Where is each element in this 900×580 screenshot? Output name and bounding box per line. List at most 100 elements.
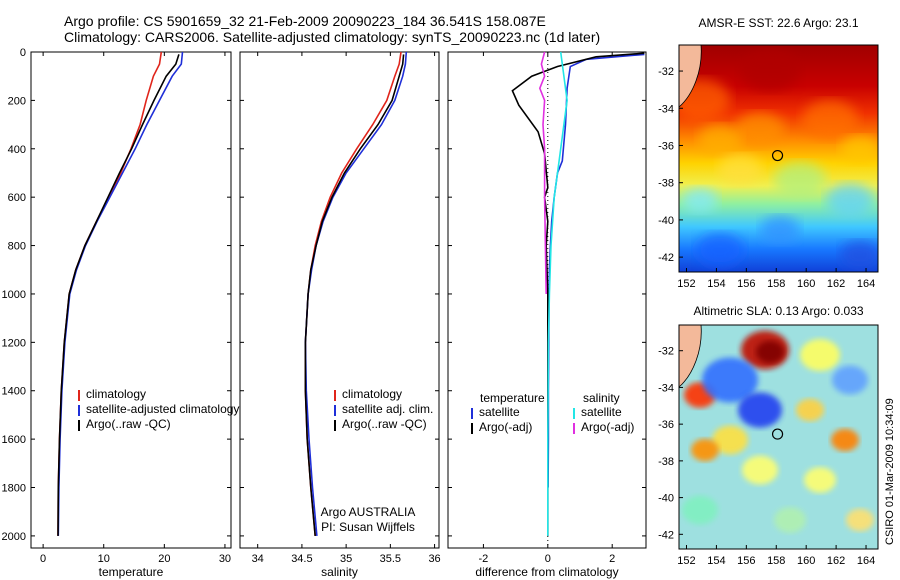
y-tick-label: 1600	[2, 434, 26, 446]
map-field	[679, 45, 878, 272]
map-x-tick-label: 154	[707, 278, 725, 290]
map-y-tick-label: -32	[658, 66, 674, 78]
x-tick-label: 30	[219, 553, 231, 565]
sst-blob	[802, 100, 858, 140]
sst-blob	[840, 241, 878, 269]
y-tick-label: 2000	[2, 531, 26, 543]
sst-blob	[735, 112, 785, 148]
x-tick-label: 20	[158, 553, 170, 565]
land-area	[679, 45, 702, 108]
y-tick-label: 0	[20, 47, 26, 59]
axes-box	[239, 51, 440, 549]
sst-blob	[774, 161, 826, 199]
argo-location-marker	[771, 428, 784, 440]
sst-blob	[760, 216, 800, 244]
sla-blob	[774, 507, 806, 533]
legend-heading-temperature: temperature	[480, 391, 545, 405]
sst-blob	[698, 124, 742, 156]
y-tick-label: 1800	[2, 483, 26, 495]
sst-blob	[718, 154, 762, 186]
series-line-argo-raw-qc-	[57, 54, 180, 536]
map-x-tick-label: 156	[737, 278, 755, 290]
map-x-tick-label: 154	[707, 555, 725, 567]
x-tick-label: 34	[252, 553, 264, 565]
map-x-tick-label: 158	[767, 555, 785, 567]
legend-entry: climatology	[86, 387, 146, 401]
sst-blob	[740, 49, 800, 91]
map-x-tick-label: 156	[737, 555, 755, 567]
sla-blob	[691, 438, 719, 462]
map-y-tick-label: -36	[658, 140, 674, 152]
x-axis-label: difference from climatology	[475, 565, 618, 579]
legend-entry: satellite	[581, 405, 622, 419]
legend-entry: Argo(-adj)	[581, 420, 634, 434]
map-x-tick-label: 152	[677, 555, 695, 567]
y-tick-label: 1400	[2, 386, 26, 398]
map-title: AMSR-E SST: 22.6 Argo: 23.1	[698, 16, 858, 30]
annotation-argo: Argo AUSTRALIA	[321, 505, 416, 519]
y-tick-label: 800	[8, 241, 26, 253]
sla-map-panel: 152 154 156 158 160 162 164 -32 -34 -36 -38 -40 -42 A…	[658, 304, 879, 567]
legend-entry: satellite adj. clim.	[342, 402, 433, 416]
y-tick-label: 400	[8, 144, 26, 156]
map-x-tick-label: 160	[797, 278, 815, 290]
argo-location-marker	[771, 149, 784, 162]
map-box	[678, 324, 879, 550]
figure-title-line1: Argo profile: CS 5901659_32 21-Feb-2009 …	[64, 13, 546, 29]
sla-blob	[682, 495, 718, 525]
y-tick-label: 600	[8, 192, 26, 204]
sla-blob	[846, 508, 874, 532]
sla-blob	[831, 428, 859, 452]
map-box	[678, 44, 879, 273]
map-y-tick-label: -32	[658, 346, 674, 358]
x-tick-label: 34.5	[291, 553, 312, 565]
annotation-pi: PI: Susan Wijffels	[321, 520, 415, 534]
map-y-tick-label: -38	[658, 178, 674, 190]
x-tick-label: 36	[428, 553, 440, 565]
y-tick-label: 1200	[2, 337, 26, 349]
map-x-tick-label: 162	[827, 555, 845, 567]
land-area	[679, 325, 702, 388]
legend-entry: Argo(-adj)	[479, 420, 532, 434]
legend-entry: climatology	[342, 387, 402, 401]
map-y-tick-label: -38	[658, 456, 674, 468]
y-tick-label: 1000	[2, 289, 26, 301]
map-y-tick-label: -40	[658, 493, 674, 505]
legend-entry: Argo(..raw -QC)	[342, 417, 427, 431]
sla-blob	[712, 425, 748, 455]
sla-blob	[796, 398, 824, 422]
x-tick-label: 35.5	[380, 553, 401, 565]
map-y-tick-label: -42	[658, 252, 674, 264]
profile-panel-1: 0 10 20 30 temperature 0 200 400 600 800 1000 1200 1…	[2, 47, 240, 579]
sst-map-panel: 152 154 156 158 160 162 164 -32 -34 -36 -38 -40 -42 A…	[658, 16, 879, 290]
sla-blob	[804, 467, 836, 493]
x-axis-label: temperature	[99, 565, 164, 579]
figure-title-line2: Climatology: CARS2006. Satellite-adjuste…	[64, 29, 601, 45]
x-tick-label: 0	[545, 553, 551, 565]
map-x-tick-label: 160	[797, 555, 815, 567]
sla-blob	[742, 455, 778, 485]
x-tick-label: 35	[340, 553, 352, 565]
sla-blob	[702, 357, 758, 403]
sla-blob	[832, 365, 868, 395]
map-x-tick-label: 164	[857, 278, 875, 290]
x-tick-label: 10	[98, 553, 110, 565]
sst-blob	[682, 187, 718, 213]
legend-heading-salinity: salinity	[583, 391, 620, 405]
y-tick-label: 200	[8, 95, 26, 107]
legend-entry: Argo(..raw -QC)	[86, 417, 171, 431]
side-timestamp: CSIRO 01-Mar-2009 10:34:09	[884, 398, 896, 545]
x-tick-label: 0	[40, 553, 46, 565]
sla-blob	[756, 340, 784, 364]
map-x-tick-label: 152	[677, 278, 695, 290]
map-y-tick-label: -40	[658, 215, 674, 227]
map-x-tick-label: 158	[767, 278, 785, 290]
sst-blob	[840, 136, 878, 164]
map-y-tick-label: -42	[658, 529, 674, 541]
profile-panel-2: 34 34.5 35 35.5 36 salinity climatologysatelli…	[239, 51, 441, 579]
legend-entry: satellite-adjusted climatology	[86, 402, 239, 416]
map-title: Altimetric SLA: 0.13 Argo: 0.033	[693, 304, 863, 318]
series-line-argo-raw-qc-	[304, 54, 405, 536]
